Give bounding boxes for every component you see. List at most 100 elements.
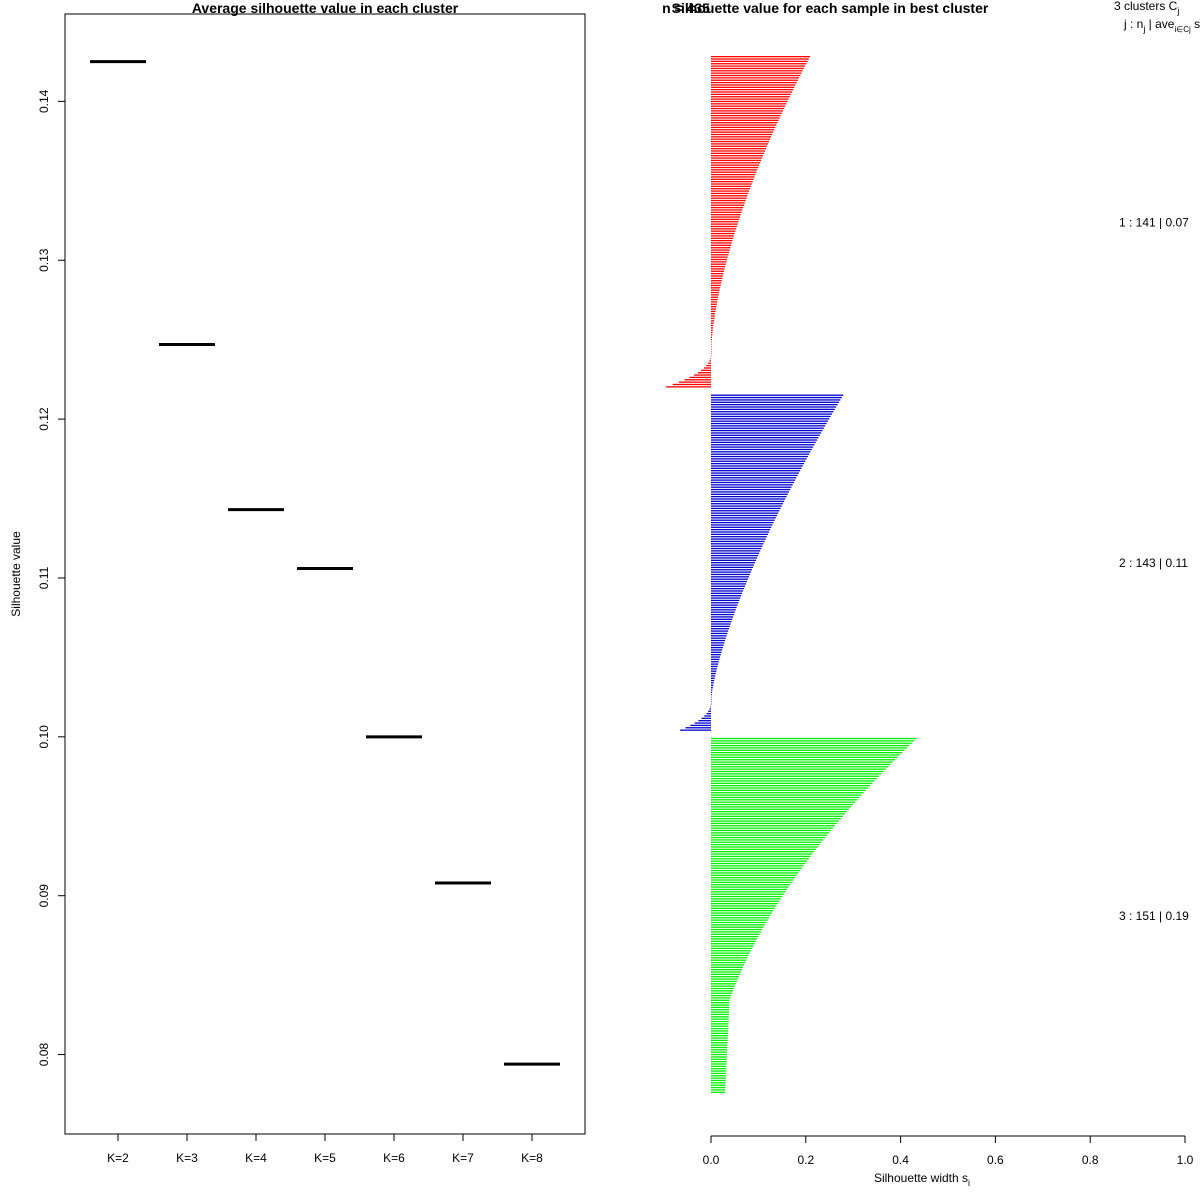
silhouette-bar bbox=[711, 742, 912, 744]
silhouette-bar bbox=[711, 188, 750, 190]
silhouette-bar bbox=[711, 630, 729, 632]
silhouette-bar bbox=[711, 280, 722, 282]
silhouette-bar bbox=[711, 836, 826, 839]
silhouette-bar bbox=[711, 632, 728, 635]
silhouette-bar bbox=[711, 569, 752, 571]
silhouette-bar bbox=[711, 81, 797, 84]
silhouette-bar bbox=[711, 1060, 727, 1063]
silhouette-bar bbox=[711, 794, 862, 796]
silhouette-bar bbox=[711, 945, 754, 947]
silhouette-bar bbox=[711, 247, 731, 249]
silhouette-bar bbox=[711, 1009, 730, 1011]
silhouette-bar bbox=[711, 599, 740, 602]
silhouette-bar bbox=[711, 829, 831, 832]
silhouette-bar bbox=[711, 195, 748, 197]
silhouette-bar bbox=[711, 950, 751, 952]
silhouette-bar bbox=[711, 543, 764, 545]
silhouette-bar bbox=[685, 727, 711, 729]
silhouette-bar bbox=[711, 905, 777, 907]
silhouette-bar bbox=[711, 877, 796, 879]
left-y-tick-label: 0.10 bbox=[37, 725, 51, 749]
silhouette-bar bbox=[711, 994, 732, 997]
silhouette-bar bbox=[711, 744, 910, 747]
silhouette-bar bbox=[711, 119, 779, 121]
silhouette-bar bbox=[711, 136, 772, 138]
silhouette-bar bbox=[711, 853, 813, 855]
silhouette-bar bbox=[709, 360, 711, 362]
silhouette-bar bbox=[711, 895, 783, 898]
silhouette-bar bbox=[711, 77, 800, 79]
legend-header-line2: j : nj | avei∈Cj s bbox=[1123, 17, 1200, 34]
silhouette-bar bbox=[711, 72, 802, 74]
silhouette-bar bbox=[711, 590, 744, 592]
silhouette-bar bbox=[711, 394, 844, 396]
silhouette-bar bbox=[711, 827, 833, 829]
silhouette-bar bbox=[711, 439, 818, 441]
silhouette-bar bbox=[711, 536, 767, 538]
silhouette-bar bbox=[711, 881, 792, 884]
left-x-tick-label: K=7 bbox=[452, 1151, 474, 1165]
silhouette-bar bbox=[711, 306, 717, 308]
left-chart-title: Average silhouette value in each cluster bbox=[192, 0, 459, 16]
silhouette-bar bbox=[711, 914, 771, 917]
silhouette-bar bbox=[711, 649, 723, 651]
silhouette-bar bbox=[711, 756, 898, 759]
silhouette-bar bbox=[711, 204, 745, 206]
silhouette-bar bbox=[710, 703, 712, 705]
silhouette-bar bbox=[711, 867, 802, 869]
silhouette-bar bbox=[698, 720, 711, 722]
silhouette-bar bbox=[711, 396, 842, 399]
left-data-marks bbox=[90, 60, 560, 1066]
silhouette-bar bbox=[711, 287, 721, 289]
silhouette-bar bbox=[711, 458, 807, 460]
silhouette-bar bbox=[680, 729, 711, 731]
silhouette-bar bbox=[711, 602, 739, 604]
right-chart-title-overlap: n = 435 bbox=[662, 0, 710, 16]
silhouette-bar bbox=[711, 56, 811, 58]
silhouette-bar bbox=[711, 444, 815, 446]
silhouette-bar bbox=[711, 1056, 727, 1058]
silhouette-bar bbox=[711, 100, 788, 103]
silhouette-bar bbox=[711, 150, 766, 152]
silhouette-bar bbox=[711, 105, 786, 107]
silhouette-bar bbox=[711, 999, 730, 1001]
silhouette-bar bbox=[711, 341, 712, 343]
silhouette-bar bbox=[711, 117, 780, 119]
silhouette-bar bbox=[704, 715, 711, 717]
silhouette-bar bbox=[711, 67, 804, 70]
left-y-tick-label: 0.13 bbox=[37, 248, 51, 272]
silhouette-bar bbox=[711, 552, 760, 554]
silhouette-bar bbox=[711, 446, 814, 448]
silhouette-bar bbox=[711, 211, 742, 213]
silhouette-bar bbox=[711, 164, 760, 166]
silhouette-bar bbox=[711, 524, 773, 526]
silhouette-bar bbox=[711, 129, 775, 131]
silhouette-bar bbox=[711, 801, 856, 803]
silhouette-bar bbox=[711, 206, 744, 209]
left-x-axis: K=2 K=3 K=4 K=5 K=6 K=7 K=8 bbox=[107, 1134, 543, 1165]
silhouette-bar bbox=[711, 178, 754, 180]
silhouette-bar bbox=[711, 848, 816, 851]
silhouette-bar bbox=[711, 803, 854, 806]
silhouette-bar bbox=[711, 138, 771, 140]
silhouette-bar bbox=[711, 202, 745, 204]
silhouette-bar bbox=[711, 917, 770, 919]
silhouette-bar bbox=[711, 1032, 728, 1034]
silhouette-bar bbox=[711, 237, 734, 239]
silhouette-bar bbox=[711, 462, 805, 465]
silhouette-bar bbox=[711, 420, 828, 422]
silhouette-bar bbox=[711, 114, 781, 117]
silhouette-bar bbox=[711, 841, 822, 843]
silhouette-bar bbox=[711, 656, 721, 658]
sample-silhouette-panel: n = 435 Silhouette value for each sample… bbox=[662, 0, 1200, 1188]
left-y-tick-label: 0.11 bbox=[37, 566, 51, 589]
silhouette-bar bbox=[711, 486, 792, 488]
silhouette-bar bbox=[711, 872, 799, 874]
silhouette-bar bbox=[708, 710, 711, 712]
silhouette-bar bbox=[711, 350, 712, 353]
left-y-tick-label: 0.12 bbox=[37, 407, 51, 431]
silhouette-bar bbox=[711, 604, 738, 606]
silhouette-bar bbox=[711, 484, 793, 486]
right-x-axis-label: Silhouette width si bbox=[874, 1171, 970, 1188]
silhouette-bar bbox=[711, 1004, 730, 1006]
